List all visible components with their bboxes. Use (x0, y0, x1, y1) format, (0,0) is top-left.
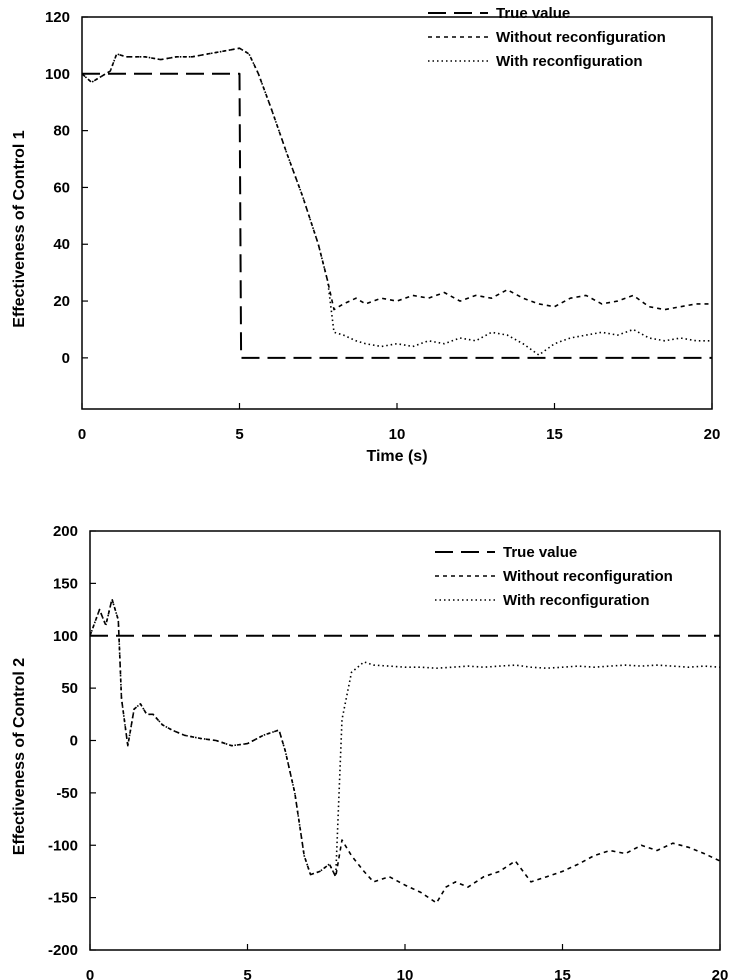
x-tick-label: 10 (397, 967, 414, 980)
x-tick-label: 15 (546, 426, 563, 443)
y-tick-label: -50 (56, 785, 78, 802)
y-tick-label: 200 (53, 523, 78, 540)
legend-label: Without reconfiguration (503, 568, 673, 585)
y-axis-label: Effectiveness of Control 1 (11, 130, 28, 327)
y-tick-label: 0 (62, 350, 70, 367)
y-tick-label: 150 (53, 575, 78, 592)
y-tick-label: -100 (48, 837, 78, 854)
y-tick-label: 80 (53, 123, 70, 140)
x-tick-label: 20 (704, 426, 721, 443)
x-tick-label: 0 (78, 426, 86, 443)
plot-frame (81, 16, 713, 410)
y-tick-label: 50 (61, 680, 78, 697)
chart-2: -200-150-100-5005010015020005101520Time … (11, 523, 728, 980)
x-tick-label: 5 (243, 967, 251, 980)
legend-label: True value (496, 5, 570, 22)
legend: True value Without reconfiguration With re… (428, 5, 666, 70)
y-tick-label: 0 (70, 733, 78, 750)
series-line-2 (90, 598, 720, 904)
y-axis-label: Effectiveness of Control 2 (11, 658, 28, 855)
x-tick-label: 20 (712, 967, 729, 980)
y-tick-label: 100 (45, 66, 70, 83)
x-tick-label: 0 (86, 967, 94, 980)
x-tick-label: 5 (235, 426, 243, 443)
legend-label: True value (503, 544, 577, 561)
y-tick-label: 40 (53, 236, 70, 253)
chart-1: 0 20 40 60 80 100 120 0 5 10 15 20 Time (s) Effective… (11, 5, 720, 465)
legend-label: Without reconfiguration (496, 29, 666, 46)
x-tick-label: 10 (389, 426, 406, 443)
y-tick-label: -200 (48, 942, 78, 959)
y-tick-label: 60 (53, 179, 70, 196)
legend-label: With reconfiguration (503, 592, 650, 609)
y-tick-label: 120 (45, 9, 70, 26)
y-tick-label: 20 (53, 293, 70, 310)
legend: True value Without reconfiguration With re… (435, 544, 673, 609)
legend-label: With reconfiguration (496, 53, 643, 70)
series-line-1 (82, 72, 712, 359)
y-tick-label: -150 (48, 890, 78, 907)
x-tick-label: 15 (554, 967, 571, 980)
x-axis-label: Time (s) (366, 448, 427, 465)
series-line-2 (82, 47, 712, 311)
series-line-3 (90, 598, 720, 878)
series-line-3 (82, 47, 712, 356)
y-tick-label: 100 (53, 628, 78, 645)
